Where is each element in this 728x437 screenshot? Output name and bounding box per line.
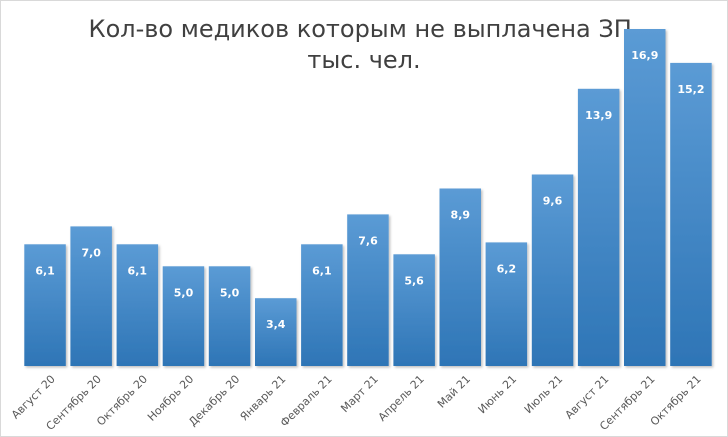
data-label-7: 6,1 [312, 264, 332, 277]
x-tick-label-12: Июль 21 [522, 373, 565, 416]
bar-10 [439, 188, 481, 366]
data-label-13: 13,9 [585, 109, 612, 122]
data-label-8: 7,6 [358, 234, 378, 247]
x-tick-label-10: Май 21 [435, 373, 473, 411]
data-label-6: 3,4 [266, 318, 286, 331]
data-label-14: 16,9 [631, 49, 658, 62]
chart-title: Кол-во медиков которым не выплачена ЗП, [88, 15, 640, 43]
bar-7 [301, 244, 343, 366]
bar-6 [255, 298, 297, 366]
x-tick-label-11: Июнь 21 [476, 373, 520, 417]
x-tick-label-13: Август 21 [563, 373, 612, 422]
bar-9 [393, 254, 435, 366]
data-label-15: 15,2 [677, 83, 704, 96]
bar-14 [624, 29, 666, 366]
bar-4 [162, 266, 205, 366]
bar-8 [347, 214, 389, 366]
bars-group: 6,1 7,0 6,1 5,0 5,0 3,4 6,1 7,6 5,6 8,9 6,2 9,6 13,9… [24, 29, 712, 367]
x-tick-label-9: Апрель 21 [376, 373, 427, 424]
bar-5 [208, 266, 251, 366]
bar-15 [670, 62, 712, 367]
data-label-1: 6,1 [35, 264, 55, 277]
data-label-2: 7,0 [81, 246, 101, 259]
data-label-9: 5,6 [404, 274, 424, 287]
bar-13 [577, 88, 620, 367]
bar-12 [531, 174, 574, 366]
data-label-3: 6,1 [128, 264, 148, 277]
data-label-4: 5,0 [174, 286, 194, 299]
chart-title-block: Кол-во медиков которым не выплачена ЗП, … [0, 14, 728, 76]
data-label-10: 8,9 [451, 209, 471, 222]
bar-1 [24, 244, 66, 366]
x-tick-label-1: Август 20 [9, 373, 58, 422]
bar-2 [70, 226, 112, 366]
data-label-12: 9,6 [543, 195, 563, 208]
x-tick-label-8: Март 21 [338, 373, 381, 416]
bar-3 [116, 244, 159, 366]
data-label-5: 5,0 [220, 286, 240, 299]
bar-11 [485, 242, 528, 366]
chart-subtitle: тыс. чел. [307, 46, 421, 74]
data-label-11: 6,2 [497, 262, 517, 275]
